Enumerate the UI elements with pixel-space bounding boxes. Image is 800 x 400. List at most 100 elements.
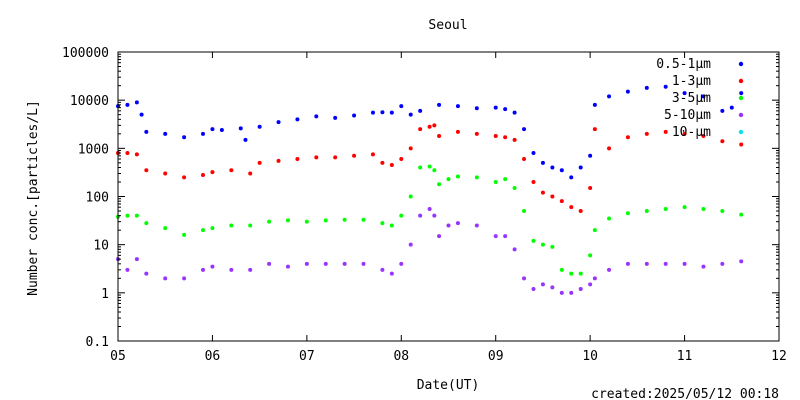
data-point bbox=[588, 153, 593, 158]
data-point bbox=[569, 271, 574, 276]
data-point bbox=[455, 221, 460, 226]
data-point bbox=[578, 271, 583, 276]
data-point bbox=[361, 217, 366, 222]
data-point bbox=[559, 267, 564, 272]
chart-title: Seoul bbox=[428, 18, 467, 33]
data-point bbox=[701, 207, 706, 212]
data-point bbox=[200, 228, 205, 233]
data-point bbox=[682, 261, 687, 266]
data-point bbox=[550, 244, 555, 249]
data-point bbox=[550, 165, 555, 170]
data-point bbox=[531, 238, 536, 243]
data-point bbox=[644, 261, 649, 266]
data-point bbox=[503, 107, 508, 112]
data-point bbox=[370, 152, 375, 157]
data-point bbox=[295, 117, 300, 122]
data-point bbox=[163, 226, 168, 231]
x-tick-label: 06 bbox=[205, 349, 221, 364]
data-point bbox=[559, 290, 564, 295]
data-point bbox=[418, 213, 423, 218]
data-point bbox=[389, 110, 394, 115]
data-point bbox=[427, 124, 432, 129]
data-point bbox=[427, 164, 432, 169]
data-point bbox=[446, 223, 451, 228]
data-point bbox=[248, 223, 253, 228]
data-point bbox=[455, 174, 460, 179]
data-point bbox=[125, 151, 130, 156]
data-point bbox=[125, 213, 130, 218]
data-point bbox=[210, 127, 215, 132]
data-point bbox=[588, 253, 593, 258]
data-point bbox=[437, 102, 442, 107]
legend: 0.5-1μm 1-3μm 3-5μm 5-10μm 10-μm bbox=[656, 57, 744, 140]
data-point bbox=[592, 127, 597, 132]
data-point bbox=[210, 226, 215, 231]
data-point bbox=[389, 163, 394, 168]
data-point bbox=[267, 261, 272, 266]
data-point bbox=[408, 242, 413, 247]
legend-label: 10-μm bbox=[672, 125, 711, 140]
data-point bbox=[200, 172, 205, 177]
data-point bbox=[701, 134, 706, 139]
data-point bbox=[210, 170, 215, 175]
data-point bbox=[408, 112, 413, 117]
data-point bbox=[474, 131, 479, 136]
data-point bbox=[701, 264, 706, 269]
data-point bbox=[644, 208, 649, 213]
data-point bbox=[182, 135, 187, 140]
data-point bbox=[134, 152, 139, 157]
data-point bbox=[720, 108, 725, 113]
x-tick-label: 12 bbox=[771, 349, 787, 364]
x-axis-label: Date(UT) bbox=[417, 378, 480, 393]
data-point bbox=[200, 131, 205, 136]
y-tick-label: 1 bbox=[101, 287, 109, 302]
data-point bbox=[144, 168, 149, 173]
data-point bbox=[569, 175, 574, 180]
data-point bbox=[418, 127, 423, 132]
data-point bbox=[182, 232, 187, 237]
data-point bbox=[125, 102, 130, 107]
data-point bbox=[559, 168, 564, 173]
data-point bbox=[739, 212, 744, 217]
data-point bbox=[333, 115, 338, 120]
data-point bbox=[559, 199, 564, 204]
x-tick-label: 05 bbox=[110, 349, 126, 364]
data-point bbox=[437, 182, 442, 187]
data-point bbox=[267, 219, 272, 224]
y-axis-label: Number conc.[particles/L] bbox=[26, 100, 41, 296]
data-point bbox=[607, 267, 612, 272]
data-point bbox=[134, 213, 139, 218]
data-point bbox=[219, 128, 224, 133]
data-point bbox=[522, 208, 527, 213]
data-point bbox=[144, 271, 149, 276]
legend-label: 5-10μm bbox=[664, 108, 711, 123]
y-tick-label: 1000 bbox=[78, 142, 109, 157]
data-point bbox=[125, 267, 130, 272]
data-point bbox=[592, 276, 597, 281]
data-point bbox=[550, 194, 555, 199]
data-point bbox=[163, 171, 168, 176]
x-tick-label: 09 bbox=[488, 349, 504, 364]
data-point bbox=[361, 261, 366, 266]
data-point bbox=[257, 124, 262, 129]
data-point bbox=[531, 180, 536, 185]
data-point bbox=[550, 285, 555, 290]
y-tick-label: 100 bbox=[86, 191, 109, 206]
data-point bbox=[474, 175, 479, 180]
series-0 bbox=[116, 84, 744, 180]
data-point bbox=[432, 168, 437, 173]
data-point bbox=[380, 221, 385, 226]
data-point bbox=[427, 207, 432, 212]
data-point bbox=[625, 211, 630, 216]
y-tick-label: 10 bbox=[93, 239, 109, 254]
data-point bbox=[663, 129, 668, 134]
series-3 bbox=[116, 207, 744, 295]
plot-area bbox=[116, 84, 744, 295]
data-point bbox=[323, 261, 328, 266]
data-point bbox=[682, 91, 687, 96]
data-point bbox=[380, 267, 385, 272]
data-point bbox=[592, 228, 597, 233]
series-2 bbox=[116, 164, 744, 276]
data-point bbox=[144, 221, 149, 226]
